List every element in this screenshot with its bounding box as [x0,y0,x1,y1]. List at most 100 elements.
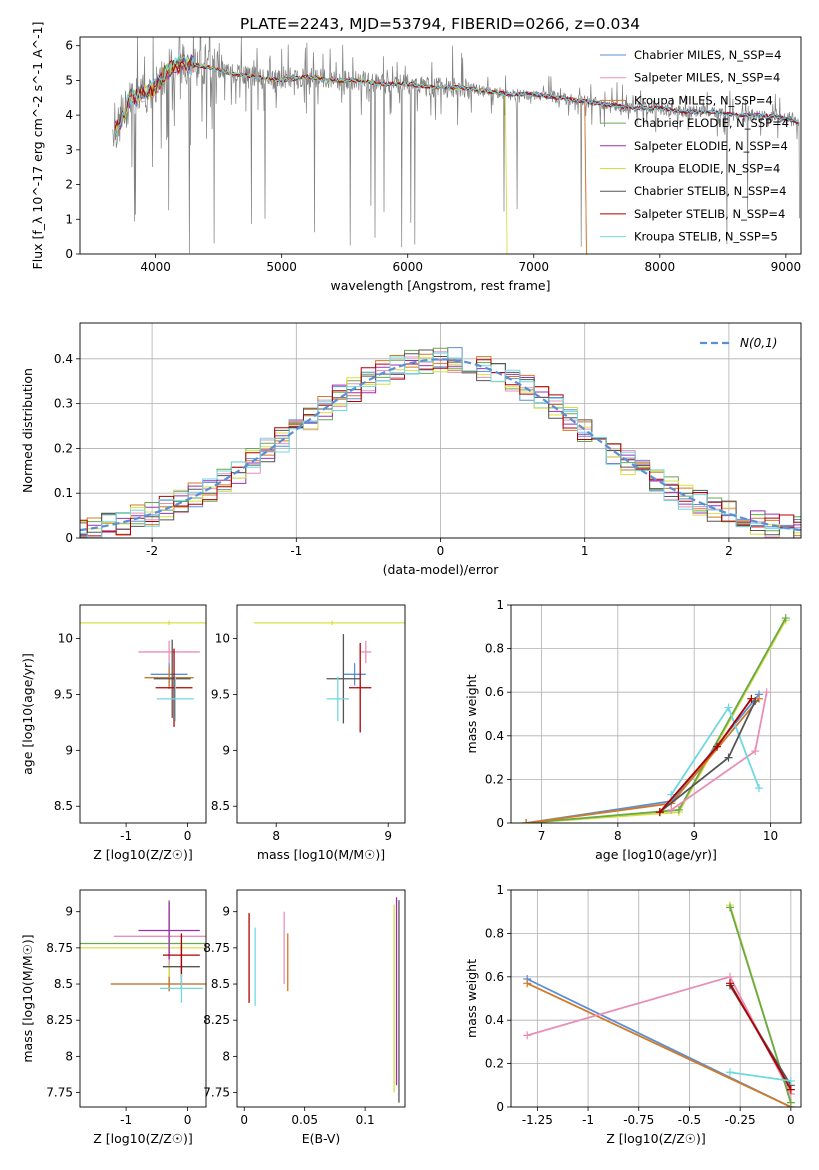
plot-area [248,897,400,1103]
y-tick-label: 4 [65,108,73,122]
axes-frame [236,889,406,1108]
y-tick-label: 0.6 [485,685,504,699]
axes-frame [79,889,207,1108]
y-tick-label: 7.75 [46,1086,73,1100]
y-tick-label: 8.5 [211,977,230,991]
y-tick-label: 0.6 [485,970,504,984]
y-tick-label: 8.5 [54,799,73,813]
axes-frame [236,604,406,824]
axes-frame [79,322,802,539]
mass-weight-line [526,982,792,1107]
y-tick-label: 9.5 [211,687,230,701]
x-tick-label: 0.05 [291,1113,318,1127]
mass-weight-line [729,982,792,1091]
x-tick-label: -0.5 [678,1113,701,1127]
axes-frame [79,36,802,255]
x-tick-label: -0.75 [623,1113,654,1127]
y-tick-label: 9.5 [54,687,73,701]
axes-frame [510,889,802,1108]
y-tick-label: 10 [58,632,73,646]
x-tick-label: 9 [690,829,698,843]
x-tick-label: 8000 [645,260,676,274]
y-tick-label: 7.75 [203,1086,230,1100]
y-tick-label: 0.2 [54,441,73,455]
chart-spectrum: 4000 5000 6000 7000 8000 9000 0 1 2 3 4 5 6 wavelengt… [30,22,802,293]
x-tick-label: 7 [538,829,546,843]
y-tick-label: 0.3 [54,397,73,411]
y-tick-label: 0 [65,531,73,545]
y-axis-label: Normed distribution [20,368,35,493]
mass-weight-line [526,975,792,1095]
mass-weight-marker [751,747,760,756]
x-tick-label: -2 [146,544,158,558]
x-axis-label: Z [log10(Z/Z☉)] [606,1131,706,1146]
x-tick-label: -1 [120,829,132,843]
figure-layer: 4000 5000 6000 7000 8000 90000123456wavelengt… [20,22,802,1146]
y-tick-label: 8.75 [203,941,230,955]
x-tick-label: 2 [725,544,733,558]
chart-mass-vs-Z: -1 0 7.75 8 8.25 8.5 8.75 9 Z [log10(Z/Z☉)] mass … [20,889,207,1146]
chart-age-vs-Z: -1 0 8.5 9 9.5 10 Z [log10(Z/Z☉)] age [log10(ag… [20,604,207,862]
y-axis-label: mass weight [464,959,479,1038]
mass-weight-marker [724,703,733,712]
y-tick-label: 0.4 [485,1013,504,1027]
mass-weight-marker [655,808,664,817]
y-tick-label: 8.25 [46,1013,73,1027]
y-tick-label: 0 [65,247,73,261]
x-tick-label: -1.25 [522,1113,553,1127]
chart-mass-weight-vs-age: 7 8 9 10 0 0.2 0.4 0.6 0.8 1 age [log10(age/yr)] ma… [464,598,802,862]
chart-age-vs-mass: 8 9 8.5 9 9.5 10 mass [log10(M/M☉)] [211,604,406,862]
mass-weight-marker [522,819,531,823]
x-tick-label: 7000 [519,260,550,274]
legend-label: Chabrier MILES, N_SSP=4 [634,48,781,62]
normal-curve-line [80,358,801,532]
histogram-step-line [80,359,801,537]
y-tick-label: 8.5 [54,977,73,991]
chart-residuals: -2 -1 0 1 2 0 0.1 0.2 0.3 0.4 (data-model)/error No… [20,322,802,577]
plot-area [253,620,405,733]
x-tick-label: -1 [120,1113,132,1127]
y-axis-label: age [log10(age/yr)] [20,653,35,775]
x-tick-label: -1 [582,1113,594,1127]
y-tick-label: 9 [65,743,73,757]
y-tick-label: 8.25 [203,1013,230,1027]
histogram-step-line [80,347,801,538]
y-tick-label: 0.1 [54,486,73,500]
mass-weight-line [526,619,787,823]
chart-mass-vs-EBV: 0 0.05 0.1 7.75 8 8.25 8.5 8.75 9 E(B-V) [203,889,406,1146]
x-axis-label: Z [log10(Z/Z☉)] [93,847,193,862]
mass-weight-marker [523,1031,532,1040]
mass-weight-marker [781,614,790,623]
y-tick-label: 9 [222,905,230,919]
histogram-step-line [80,359,801,536]
legend-label: Salpeter ELODIE, N_SSP=4 [634,139,788,153]
y-tick-label: 3 [65,143,73,157]
y-tick-label: 5 [65,73,73,87]
y-tick-label: 0.2 [485,1057,504,1071]
x-tick-label: -0.25 [725,1113,756,1127]
y-tick-label: 0.4 [485,729,504,743]
legend-label: Salpeter MILES, N_SSP=4 [634,71,780,85]
mass-weight-marker [724,753,733,762]
y-tick-label: 0.8 [485,642,504,656]
x-tick-label: 0 [437,544,445,558]
figure-title: PLATE=2243, MJD=53794, FIBERID=0266, z=0… [240,15,640,33]
mass-weight-line [659,698,753,813]
y-tick-label: 0 [496,1100,504,1114]
x-tick-label: 1 [581,544,589,558]
legend-label: Chabrier ELODIE, N_SSP=4 [634,116,789,130]
mass-weight-marker [523,979,532,988]
y-tick-label: 8 [65,1049,73,1063]
y-axis-label: mass [log10(M/M☉)] [20,934,35,1062]
mass-weight-marker [786,1098,795,1107]
spectrum-model-line [114,54,799,137]
histogram-step-line [80,353,801,537]
x-tick-label: 0 [184,1113,192,1127]
x-tick-label: 0 [787,1113,795,1127]
y-axis-label: mass weight [464,674,479,753]
plot-area [80,620,206,727]
y-tick-label: 8.5 [211,799,230,813]
mass-weight-line [729,1071,792,1082]
mass-weight-marker [713,742,722,751]
